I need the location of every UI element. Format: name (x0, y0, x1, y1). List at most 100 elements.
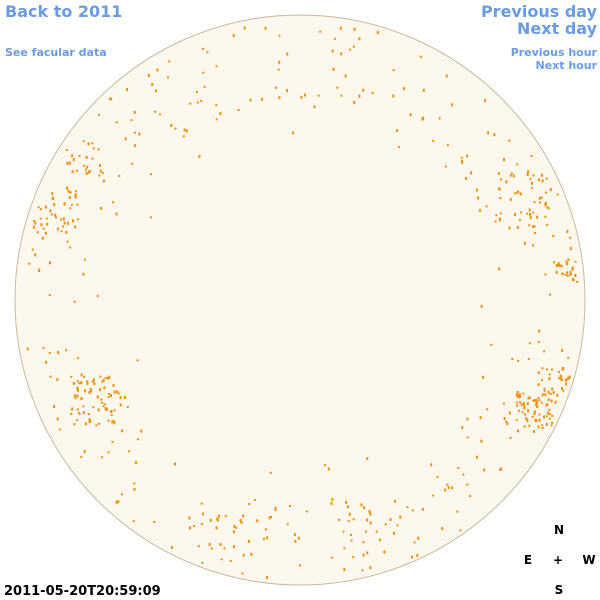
facula (485, 205, 488, 208)
facula (490, 343, 493, 346)
facula (233, 545, 236, 549)
facula (263, 538, 265, 540)
facula (188, 516, 191, 520)
facula (569, 247, 572, 251)
facula (369, 521, 372, 525)
facula (215, 118, 218, 121)
facula (248, 539, 250, 543)
facula (95, 424, 98, 427)
facula (369, 566, 372, 570)
facula (80, 381, 83, 385)
facular-link[interactable]: See facular data (5, 46, 107, 59)
facula (36, 231, 39, 234)
facula (65, 230, 68, 234)
facula (531, 186, 534, 189)
facula (96, 395, 99, 399)
facula (528, 424, 531, 427)
back-link[interactable]: Back to 2011 (5, 2, 122, 21)
facula (249, 98, 252, 102)
compass-north: N (554, 523, 564, 537)
facula (52, 196, 54, 200)
facula (115, 121, 118, 124)
facula (498, 218, 501, 222)
previous-hour-link[interactable]: Previous hour (511, 46, 598, 59)
facula (538, 329, 541, 333)
facula (110, 98, 113, 100)
facula (219, 543, 222, 546)
facula (107, 376, 110, 380)
facula (500, 467, 503, 471)
next-hour-link[interactable]: Next hour (536, 59, 598, 72)
facula (502, 402, 505, 405)
facula (76, 419, 79, 422)
facula (483, 468, 486, 472)
facula (574, 275, 577, 277)
next-day-link[interactable]: Next day (517, 19, 598, 38)
facula (523, 425, 526, 428)
facula (118, 174, 121, 177)
facula (101, 380, 104, 383)
facula (548, 408, 551, 411)
facula (517, 359, 520, 362)
facula (533, 399, 536, 403)
facula (286, 52, 289, 56)
facula (189, 526, 192, 530)
facula (567, 258, 570, 262)
facula (93, 382, 96, 386)
facula (345, 500, 348, 504)
facula (541, 379, 543, 381)
facula (538, 196, 541, 200)
facula (128, 450, 131, 453)
facula (552, 234, 555, 237)
compass-center: + (553, 553, 563, 567)
facula (45, 217, 48, 220)
facula (28, 262, 31, 265)
facula (277, 68, 280, 71)
facula (219, 112, 222, 115)
facula (73, 423, 76, 426)
previous-day-link[interactable]: Previous day (481, 2, 598, 21)
facula (566, 275, 569, 277)
facula (110, 394, 112, 398)
facula (532, 174, 535, 177)
compass-south: S (555, 583, 564, 597)
facula (269, 471, 272, 474)
facula (541, 179, 544, 183)
facula (559, 374, 562, 378)
facula (42, 227, 45, 230)
facula (353, 100, 356, 104)
facula (305, 510, 308, 513)
facula (500, 178, 502, 181)
facula (233, 524, 236, 528)
facula (560, 378, 563, 382)
facula (396, 524, 399, 527)
facula (71, 154, 74, 158)
facula (40, 208, 43, 211)
facula (53, 405, 56, 408)
facula (535, 399, 538, 401)
facula (266, 576, 268, 579)
facula (87, 170, 90, 174)
facula (74, 397, 77, 400)
facula (519, 394, 522, 398)
facula (548, 377, 551, 381)
facula (549, 392, 552, 395)
facula (107, 451, 110, 454)
facula (203, 85, 206, 88)
facula (220, 558, 223, 561)
facula (77, 218, 79, 221)
facula (527, 409, 530, 413)
facula (82, 405, 85, 408)
facula (156, 68, 159, 72)
facula (130, 119, 133, 122)
facula (206, 51, 209, 54)
facula (42, 346, 45, 349)
facula (479, 416, 482, 420)
facula (26, 347, 29, 351)
facula (339, 26, 342, 30)
facula (331, 556, 334, 559)
facula (76, 380, 79, 383)
facula (446, 144, 449, 147)
facula (499, 468, 501, 471)
facula (202, 47, 205, 50)
